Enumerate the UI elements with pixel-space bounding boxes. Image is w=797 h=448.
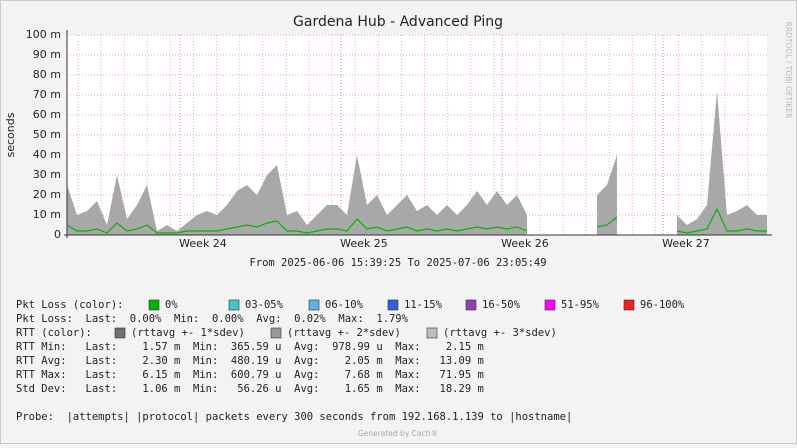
y-tick-label: 60 m — [33, 108, 61, 121]
y-tick-label: 20 m — [33, 188, 61, 201]
legend-label: Pkt Loss (color): — [16, 299, 123, 311]
y-tick-label: 0 — [54, 228, 61, 241]
stats-line: Std Dev: Last: 1.06 m Min: 56.26 u Avg: … — [16, 383, 484, 395]
legend-swatch — [426, 327, 438, 339]
footer: Generated by Cacti® — [358, 429, 438, 438]
chart-title: Gardena Hub - Advanced Ping — [293, 14, 503, 30]
y-tick-label: 30 m — [33, 168, 61, 181]
time-range: From 2025-06-06 15:39:25 To 2025-07-06 2… — [249, 257, 546, 269]
y-tick-label: 40 m — [33, 148, 61, 161]
y-tick-label: 70 m — [33, 88, 61, 101]
line — [596, 216, 618, 228]
stats-line: RTT Avg: Last: 2.30 m Min: 480.19 u Avg:… — [16, 355, 484, 367]
legend-item: 16-50% — [482, 299, 521, 311]
x-tick-label: Week 26 — [501, 237, 549, 250]
stats-line: RTT Min: Last: 1.57 m Min: 365.59 u Avg:… — [16, 341, 484, 353]
legend-item: 51-95% — [561, 299, 600, 311]
legend-item: 03-05% — [245, 299, 284, 311]
legend-swatch — [308, 299, 320, 311]
legend-item: 11-15% — [404, 299, 443, 311]
legend-swatch — [544, 299, 556, 311]
area — [677, 91, 767, 235]
legend-item: 96-100% — [640, 299, 685, 311]
y-tick-label: 50 m — [33, 128, 61, 141]
legend-swatch — [114, 327, 126, 339]
x-tick-label: Week 25 — [340, 237, 388, 250]
legend-swatch — [623, 299, 635, 311]
legend-item: (rttavg +- 3*sdev) — [443, 327, 557, 339]
y-tick-label: 80 m — [33, 68, 61, 81]
probe-line: Probe: |attempts| |protocol| packets eve… — [16, 411, 572, 423]
area — [67, 155, 527, 235]
legend-item: 0% — [165, 299, 178, 311]
y-axis-label: seconds — [4, 112, 17, 157]
plot-area — [67, 35, 767, 235]
x-tick-label: Week 27 — [662, 237, 710, 250]
legend-label: RTT (color): — [16, 327, 92, 339]
y-tick-label: 10 m — [33, 208, 61, 221]
y-tick-label: 100 m — [26, 28, 61, 41]
legend-item: (rttavg +- 2*sdev) — [287, 327, 401, 339]
legend-swatch — [387, 299, 399, 311]
legend-swatch — [270, 327, 282, 339]
legend-swatch — [228, 299, 240, 311]
line — [676, 207, 767, 234]
legend-swatch — [465, 299, 477, 311]
legend-item: 06-10% — [325, 299, 364, 311]
legend-swatch — [148, 299, 160, 311]
stats-line: Pkt Loss: Last: 0.00% Min: 0.00% Avg: 0.… — [16, 313, 409, 325]
y-tick-label: 90 m — [33, 48, 61, 61]
side-text: RRDTOOL / TOBI OETIKER — [784, 22, 793, 119]
line — [66, 218, 528, 234]
area — [597, 155, 617, 235]
legend-item: (rttavg +- 1*sdev) — [131, 327, 245, 339]
stats-line: RTT Max: Last: 6.15 m Min: 600.79 u Avg:… — [16, 369, 484, 381]
x-tick-label: Week 24 — [179, 237, 227, 250]
